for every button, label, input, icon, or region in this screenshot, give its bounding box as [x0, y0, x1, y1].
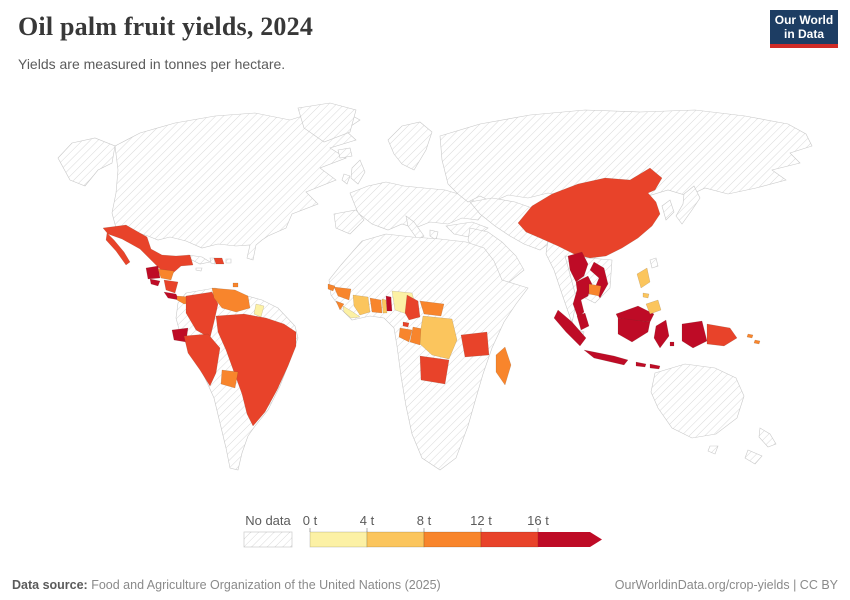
country-angola[interactable]	[419, 355, 450, 385]
country-liberia[interactable]	[342, 305, 361, 319]
country-iberia-nodata	[333, 209, 365, 235]
country-madagascar[interactable]	[495, 346, 512, 386]
legend-no-data-swatch[interactable]	[243, 531, 293, 548]
country-indonesia-maluku[interactable]	[669, 341, 675, 347]
owid-logo[interactable]: Our World in Data	[770, 10, 838, 48]
country-sierra-leone[interactable]	[335, 300, 345, 311]
country-scandinavia-nodata	[387, 121, 433, 171]
logo-line1: Our World	[774, 13, 834, 27]
legend-label-4: 16 t	[527, 513, 549, 528]
country-venezuela[interactable]	[211, 287, 251, 313]
country-new-zealand-south-nodata	[744, 449, 763, 465]
country-indonesia-sulawesi[interactable]	[653, 319, 670, 349]
country-cambodia[interactable]	[588, 283, 602, 297]
country-myanmar[interactable]	[567, 251, 589, 283]
country-jamaica-nodata	[195, 267, 203, 272]
region-europe-nodata	[349, 181, 487, 231]
country-solomon-islands[interactable]	[746, 333, 754, 339]
legend-bin-3[interactable]	[480, 531, 539, 548]
country-guinea-bissau[interactable]	[327, 283, 336, 292]
country-benin[interactable]	[385, 295, 393, 312]
country-suriname[interactable]	[253, 303, 265, 318]
legend-label-0: 0 t	[303, 513, 318, 528]
country-indonesia-kalimantan[interactable]	[617, 317, 651, 343]
country-ireland-nodata	[341, 173, 351, 185]
legend-no-data-label: No data	[245, 513, 291, 528]
country-tasmania-nodata	[707, 445, 719, 455]
country-indonesia-java[interactable]	[583, 349, 629, 366]
country-greenland-nodata	[297, 102, 357, 143]
country-togo[interactable]	[381, 298, 388, 314]
country-indonesia-lesser-sunda-2[interactable]	[649, 363, 661, 370]
world-map-svg	[57, 102, 813, 471]
country-guinea[interactable]	[333, 286, 352, 301]
country-uk-nodata	[350, 159, 366, 185]
country-indonesia-lesser-sunda[interactable]	[635, 361, 647, 368]
country-indonesia-sumatra[interactable]	[553, 309, 587, 347]
country-mexico-baja[interactable]	[105, 232, 131, 266]
country-colombia[interactable]	[185, 291, 219, 339]
legend-label-2: 8 t	[417, 513, 432, 528]
country-philippines-luzon[interactable]	[636, 267, 651, 289]
world-map	[0, 98, 850, 504]
country-honduras[interactable]	[157, 268, 175, 281]
country-cameroon[interactable]	[404, 294, 421, 321]
legend-bin-1[interactable]	[366, 531, 425, 548]
country-paraguay[interactable]	[220, 369, 239, 389]
data-source-text: Food and Agriculture Organization of the…	[87, 578, 441, 592]
country-thailand[interactable]	[572, 275, 593, 319]
legend-bin-2[interactable]	[423, 531, 482, 548]
country-gabon[interactable]	[398, 327, 413, 343]
country-alaska-nodata	[57, 137, 116, 187]
country-tanzania[interactable]	[460, 331, 490, 358]
country-nicaragua[interactable]	[163, 279, 179, 294]
country-china[interactable]	[517, 167, 663, 259]
region-africa-nodata	[328, 233, 529, 471]
country-japan-nodata	[675, 185, 701, 225]
country-central-african-republic[interactable]	[419, 300, 445, 317]
country-brazil[interactable]	[215, 313, 297, 427]
legend-label-3: 12 t	[470, 513, 492, 528]
country-dr-congo[interactable]	[419, 315, 458, 360]
page-title: Oil palm fruit yields, 2024	[18, 12, 314, 41]
country-indonesia-papua[interactable]	[681, 320, 708, 349]
country-equatorial-guinea[interactable]	[402, 321, 410, 328]
country-ghana[interactable]	[369, 297, 383, 314]
country-congo[interactable]	[409, 326, 424, 346]
country-peru[interactable]	[183, 333, 221, 387]
country-taiwan-nodata	[649, 257, 659, 269]
country-haiti-nodata	[209, 257, 216, 265]
country-solomon-islands-2[interactable]	[753, 339, 761, 345]
country-puerto-rico-nodata	[225, 258, 232, 264]
country-iceland-nodata	[337, 147, 353, 159]
footer: Data source: Food and Agriculture Organi…	[0, 578, 850, 592]
country-new-zealand-north-nodata	[758, 427, 777, 448]
map-legend: No data 0 t 4 t 8 t 12 t 16 t	[228, 508, 628, 554]
legend-svg: No data 0 t 4 t 8 t 12 t 16 t	[243, 513, 602, 548]
country-korea-nodata	[661, 199, 675, 221]
logo-line2: in Data	[783, 27, 824, 41]
country-guatemala[interactable]	[145, 265, 161, 280]
country-el-salvador[interactable]	[149, 278, 161, 287]
country-philippines-visayas[interactable]	[642, 292, 650, 299]
country-australia-nodata	[650, 363, 745, 439]
data-source-label: Data source:	[12, 578, 88, 592]
country-cote-divoire[interactable]	[352, 294, 371, 316]
page-subtitle: Yields are measured in tonnes per hectar…	[18, 56, 286, 72]
legend-bin-4-arrow[interactable]	[538, 532, 602, 547]
country-papua-new-guinea[interactable]	[706, 323, 738, 347]
legend-bin-0[interactable]	[309, 531, 368, 548]
country-mexico[interactable]	[102, 224, 194, 274]
data-source: Data source: Food and Agriculture Organi…	[12, 578, 441, 592]
legend-label-1: 4 t	[360, 513, 375, 528]
country-dominican-republic[interactable]	[213, 257, 225, 265]
owid-link[interactable]: OurWorldinData.org/crop-yields | CC BY	[614, 578, 838, 592]
country-philippines-mindanao[interactable]	[645, 299, 662, 315]
country-malaysia-peninsula[interactable]	[576, 312, 590, 331]
country-trinidad[interactable]	[232, 282, 239, 288]
